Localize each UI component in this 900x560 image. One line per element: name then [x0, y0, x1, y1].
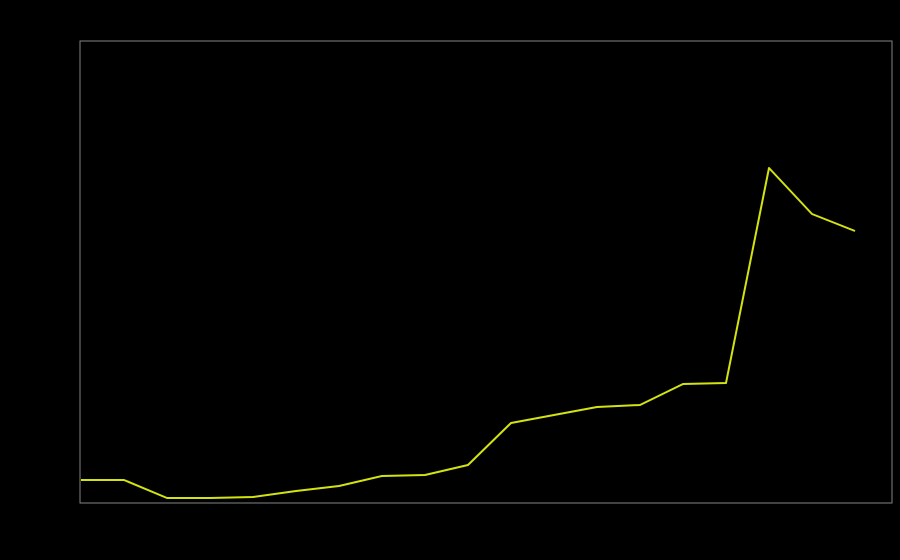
data-line — [81, 167, 856, 499]
plot-border — [79, 40, 893, 504]
